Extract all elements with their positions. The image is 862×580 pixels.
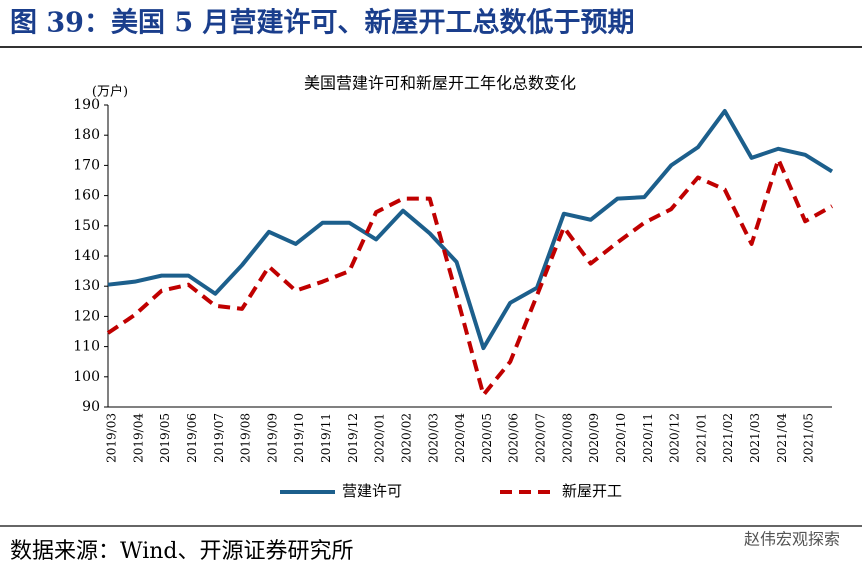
x-tick-label: 2021/05 [802,413,816,463]
y-tick-label: 170 [73,157,100,173]
x-tick-label: 2020/11 [641,413,655,463]
watermark: 赵伟宏观探索 [744,530,840,549]
x-tick-label: 2020/07 [534,413,548,463]
x-tick-label: 2020/01 [373,413,387,463]
x-tick-label: 2020/08 [560,413,574,463]
series-line [107,109,834,351]
x-tick-label: 2020/12 [668,413,682,463]
x-tick-label: 2019/11 [319,413,333,463]
x-tick-label: 2020/02 [399,413,413,463]
x-tick-label: 2019/07 [212,413,226,463]
x-tick-label: 2019/12 [346,413,360,463]
x-tick-label: 2019/09 [265,413,279,463]
chart-title: 美国营建许可和新屋开工年化总数变化 [304,74,576,93]
page-title: 图 39：美国 5 月营建许可、新屋开工总数低于预期 [10,7,635,39]
y-tick-label: 190 [73,97,100,113]
x-tick-label: 2020/05 [480,413,494,463]
y-tick-label: 120 [73,308,100,324]
x-tick-label: 2021/04 [775,413,789,463]
x-tick-label: 2019/08 [239,413,253,463]
y-tick-label: 100 [73,369,100,385]
legend-label: 新屋开工 [562,482,622,500]
y-tick-label: 130 [73,278,100,294]
y-tick-label: 90 [82,399,100,415]
x-tick-label: 2021/01 [694,413,708,463]
x-tick-label: 2019/10 [292,413,306,463]
x-tick-label: 2020/10 [614,413,628,463]
y-tick-label: 150 [73,218,100,234]
x-tick-label: 2021/02 [721,413,735,463]
x-tick-label: 2020/09 [587,413,601,463]
legend-label: 营建许可 [342,482,402,500]
y-tick-label: 160 [73,188,100,204]
y-tick-label: 180 [73,127,100,143]
x-tick-label: 2019/06 [185,413,199,463]
series-line [106,157,833,397]
y-axis-label: (万户) [92,84,128,100]
x-tick-label: 2021/03 [748,413,762,463]
x-tick-label: 2020/06 [507,413,521,463]
y-tick-label: 110 [73,339,100,355]
x-tick-label: 2020/03 [426,413,440,463]
x-tick-label: 2019/05 [158,413,172,463]
y-tick-label: 140 [73,248,100,264]
source-note: 数据来源：Wind、开源证券研究所 [10,539,354,564]
x-tick-label: 2020/04 [453,413,467,463]
x-tick-label: 2019/03 [105,413,119,463]
x-tick-label: 2019/04 [131,413,145,463]
